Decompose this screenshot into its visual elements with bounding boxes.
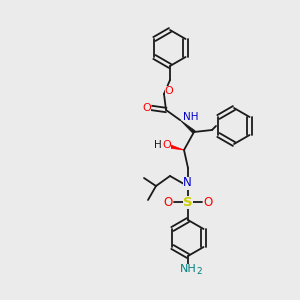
Text: O: O (142, 103, 152, 113)
Text: O: O (162, 140, 171, 150)
Text: O: O (165, 86, 173, 96)
Text: O: O (203, 196, 213, 208)
Text: NH: NH (183, 112, 199, 122)
Text: O: O (164, 196, 172, 208)
Text: S: S (183, 196, 193, 208)
Polygon shape (180, 120, 195, 133)
Text: N: N (183, 176, 191, 190)
Text: H: H (154, 140, 162, 150)
Text: NH: NH (180, 264, 196, 274)
Text: 2: 2 (196, 266, 202, 275)
Polygon shape (167, 144, 184, 150)
